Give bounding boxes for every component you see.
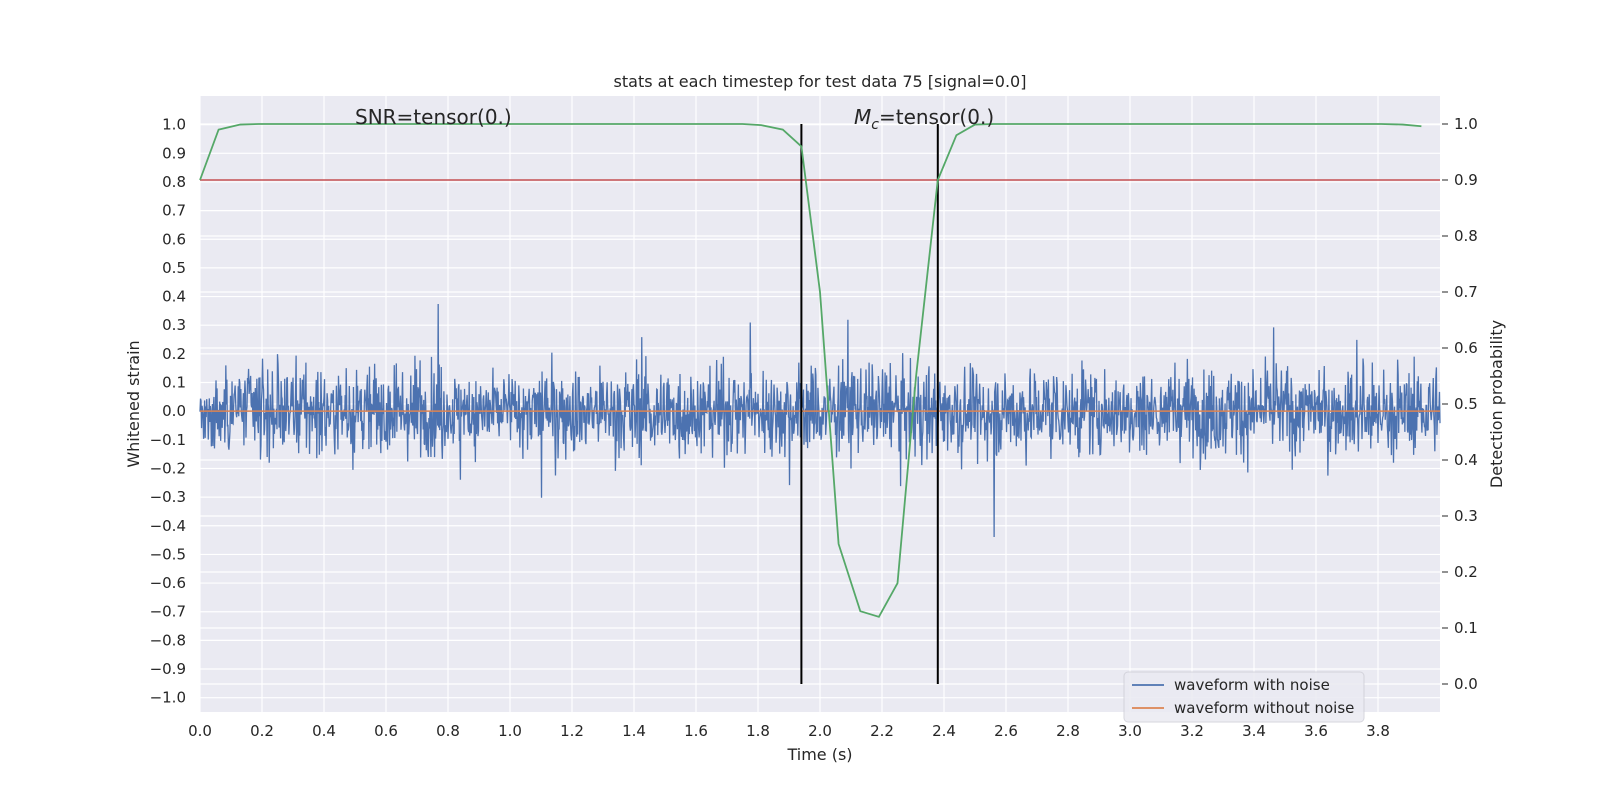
right-y-tick-label: 0.0 xyxy=(1454,675,1478,693)
x-tick-label: 3.4 xyxy=(1242,722,1266,740)
y-tick-label: −0.9 xyxy=(150,660,186,678)
y-tick-label: −0.8 xyxy=(150,631,186,649)
x-tick-label: 0.8 xyxy=(436,722,460,740)
y-tick-label: −0.7 xyxy=(150,603,186,621)
x-tick-label: 1.0 xyxy=(498,722,522,740)
right-y-tick-label: 0.5 xyxy=(1454,395,1478,413)
y-tick-label: 0.5 xyxy=(162,259,186,277)
x-tick-label: 2.0 xyxy=(808,722,832,740)
x-tick-label: 3.0 xyxy=(1118,722,1142,740)
right-y-tick-label: 0.7 xyxy=(1454,283,1478,301)
right-y-tick-label: 0.9 xyxy=(1454,171,1478,189)
y-tick-label: 0.3 xyxy=(162,316,186,334)
y-tick-label: 0.2 xyxy=(162,345,186,363)
x-axis-label: Time (s) xyxy=(786,745,852,764)
noisy-waveform-series xyxy=(199,303,1441,537)
x-tick-label: 3.8 xyxy=(1366,722,1390,740)
x-tick-label: 2.4 xyxy=(932,722,956,740)
right-y-tick-label: 0.6 xyxy=(1454,339,1478,357)
x-tick-label: 0.4 xyxy=(312,722,336,740)
right-y-axis-ticks: 0.0 0.1 0.2 0.3 0.4 0.5 0.6 0.7 0.8 0.9 1.0 xyxy=(1442,115,1478,693)
chirp-mass-annotation: Mc=tensor(0.) xyxy=(854,105,994,133)
detection-probability-line xyxy=(199,123,1422,618)
y-tick-label: −0.1 xyxy=(150,431,186,449)
right-y-tick-label: 0.4 xyxy=(1454,451,1478,469)
x-tick-label: 0.2 xyxy=(250,722,274,740)
y-tick-label: −0.5 xyxy=(150,545,186,563)
y-tick-label: −1.0 xyxy=(150,689,186,707)
x-tick-label: 1.4 xyxy=(622,722,646,740)
y-tick-label: 0.6 xyxy=(162,230,186,248)
legend: waveform with noise waveform without noi… xyxy=(1123,671,1365,723)
right-y-tick-label: 0.1 xyxy=(1454,619,1478,637)
y-axis-label: Whitened strain xyxy=(124,340,143,467)
right-y-axis-label: Detection probability xyxy=(1487,320,1506,488)
x-axis-ticks: 0.0 0.2 0.4 0.6 0.8 1.0 1.2 1.4 1.6 1.8 2.0 2.2 2.4 2… xyxy=(188,722,1390,740)
noisy-waveform-line xyxy=(199,303,1441,537)
x-tick-label: 2.8 xyxy=(1056,722,1080,740)
right-y-tick-label: 1.0 xyxy=(1454,115,1478,133)
x-tick-label: 1.2 xyxy=(560,722,584,740)
y-axis-ticks: −1.0 −0.9 −0.8 −0.7 −0.6 −0.5 −0.4 −0.3 −0.2 −0.1… xyxy=(150,116,186,707)
x-tick-label: 2.6 xyxy=(994,722,1018,740)
right-y-tick-label: 0.2 xyxy=(1454,563,1478,581)
right-y-tick-label: 0.3 xyxy=(1454,507,1478,525)
y-tick-label: −0.6 xyxy=(150,574,186,592)
legend-box xyxy=(1123,671,1365,723)
y-tick-label: 0.7 xyxy=(162,202,186,220)
right-y-tick-label: 0.8 xyxy=(1454,227,1478,245)
y-tick-label: 0.4 xyxy=(162,288,186,306)
x-tick-label: 1.6 xyxy=(684,722,708,740)
x-tick-label: 1.8 xyxy=(746,722,770,740)
legend-label-clean: waveform without noise xyxy=(1174,699,1354,717)
x-tick-label: 3.6 xyxy=(1304,722,1328,740)
y-tick-label: −0.3 xyxy=(150,488,186,506)
x-tick-label: 0.0 xyxy=(188,722,212,740)
legend-label-noisy: waveform with noise xyxy=(1174,676,1330,694)
y-tick-label: 0.8 xyxy=(162,173,186,191)
y-tick-label: −0.4 xyxy=(150,517,186,535)
snr-annotation: SNR=tensor(0.) xyxy=(355,105,512,129)
chart-title: stats at each timestep for test data 75 … xyxy=(614,72,1027,91)
x-tick-label: 2.2 xyxy=(870,722,894,740)
vertical-marker-lines xyxy=(800,124,939,684)
x-tick-label: 0.6 xyxy=(374,722,398,740)
y-tick-label: 0.1 xyxy=(162,374,186,392)
y-tick-label: 1.0 xyxy=(162,116,186,134)
y-tick-label: 0.0 xyxy=(162,402,186,420)
x-tick-label: 3.2 xyxy=(1180,722,1204,740)
y-tick-label: 0.9 xyxy=(162,144,186,162)
y-tick-label: −0.2 xyxy=(150,459,186,477)
